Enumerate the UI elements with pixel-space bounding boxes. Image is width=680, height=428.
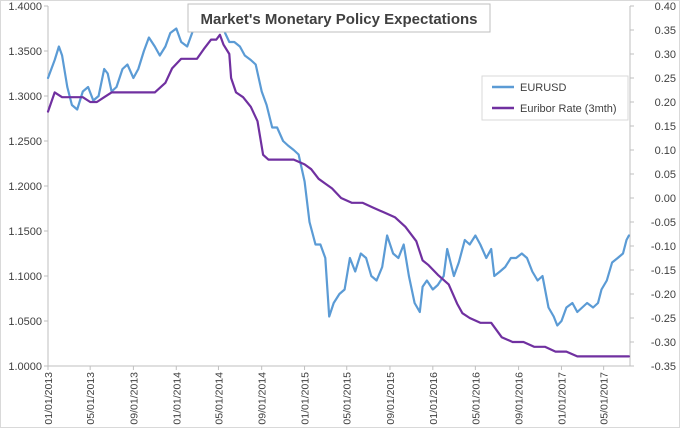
y-right-tick-label: 0.25 (655, 73, 676, 85)
x-tick-label: 09/01/2015 (385, 372, 397, 425)
chart-title-box: Market's Monetary Policy Expectations (187, 3, 491, 33)
x-tick-label: 09/01/2014 (257, 372, 269, 425)
x-tick-label: 05/01/2014 (213, 372, 225, 425)
euribor-series-line (46, 33, 631, 358)
plot-lines (46, 9, 631, 358)
title-box (187, 3, 491, 33)
y-right-tick-label: -0.30 (651, 337, 676, 349)
chart-axes: 1.0000 1.0500 1.1000 1.1500 1.2000 1.2500 1.30… (8, 1, 676, 425)
y-left-tick-label: 1.2500 (8, 136, 42, 148)
y-left-tick-label: 1.2000 (8, 181, 42, 193)
legend-label-euribor: Euribor Rate (3mth) (520, 103, 617, 115)
y-right-tick-label: -0.25 (651, 313, 676, 325)
legend-label-eurusd: EURUSD (520, 82, 567, 94)
x-tick-label: 05/01/2016 (470, 372, 482, 425)
y-right-tick-label: 0.05 (655, 169, 676, 181)
y-right-tick-label: 0.20 (655, 97, 676, 109)
x-tick-label: 05/01/2017 (599, 372, 611, 425)
x-tick-label: 05/01/2013 (85, 372, 97, 425)
y-left-tick-label: 1.4000 (8, 1, 42, 13)
x-tick-label: 01/01/2016 (428, 372, 440, 425)
y-left-tick-label: 1.1500 (8, 226, 42, 238)
eurusd-series-line (46, 9, 631, 327)
y-right-tick-label: 0.40 (655, 1, 676, 13)
x-tick-label: 09/01/2013 (128, 372, 140, 425)
y-right-tick-label: 0.00 (655, 193, 676, 205)
y-right-tick-label: -0.15 (651, 265, 676, 277)
x-tick-label: 01/01/2013 (43, 372, 55, 425)
chart-title: Market's Monetary Policy Expectations (201, 11, 478, 28)
x-tick-label: 01/01/2014 (171, 372, 183, 425)
y-left-tick-label: 1.0000 (8, 361, 42, 373)
y-right-tick-label: 0.10 (655, 145, 676, 157)
y-left-tick-label: 1.0500 (8, 316, 42, 328)
y-right-tick-label: -0.35 (651, 361, 676, 373)
x-tick-label: 09/01/2016 (514, 372, 526, 425)
y-left-tick-label: 1.3000 (8, 91, 42, 103)
y-right-tick-label: 0.35 (655, 25, 676, 37)
y-left-tick-label: 1.3500 (8, 46, 42, 58)
y-left-tick-label: 1.1000 (8, 271, 42, 283)
y-right-tick-label: -0.20 (651, 289, 676, 301)
y-right-tick-label: -0.05 (651, 217, 676, 229)
x-tick-label: 05/01/2015 (342, 372, 354, 425)
legend-box (481, 75, 629, 121)
y-right-tick-label: 0.15 (655, 121, 676, 133)
y-right-tick-label: -0.10 (651, 241, 676, 253)
chart-legend: EURUSD Euribor Rate (3mth) (481, 75, 629, 121)
x-tick-label: 01/01/2017 (556, 372, 568, 425)
y-right-tick-label: 0.30 (655, 49, 676, 61)
x-tick-label: 01/01/2015 (300, 372, 312, 425)
